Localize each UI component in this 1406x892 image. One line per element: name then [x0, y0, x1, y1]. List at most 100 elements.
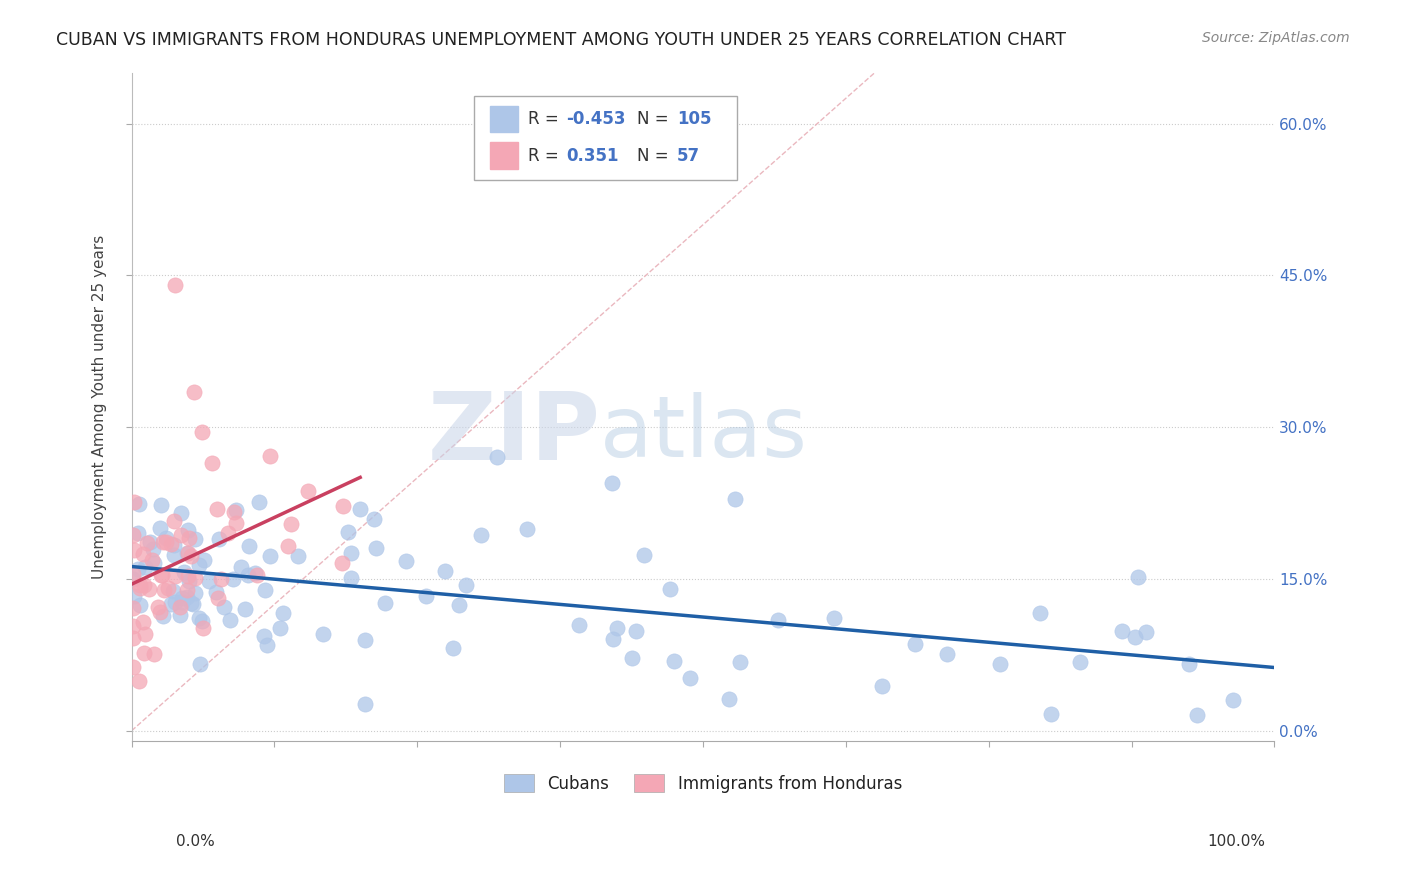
Point	[823, 611, 845, 625]
FancyBboxPatch shape	[491, 106, 517, 132]
Text: 100.0%: 100.0%	[1208, 834, 1265, 849]
Point	[155, 534, 177, 549]
Point	[441, 641, 464, 656]
Point	[152, 535, 174, 549]
Point	[349, 502, 371, 516]
Point	[179, 531, 201, 545]
Legend: Cubans, Immigrants from Honduras: Cubans, Immigrants from Honduras	[498, 768, 908, 799]
Point	[177, 524, 200, 538]
Point	[1123, 630, 1146, 644]
Point	[188, 657, 211, 671]
Point	[633, 548, 655, 562]
Point	[229, 560, 252, 574]
Point	[486, 450, 509, 465]
Point	[217, 525, 239, 540]
Point	[191, 621, 214, 635]
Point	[600, 475, 623, 490]
Point	[332, 499, 354, 513]
Point	[122, 589, 145, 603]
Point	[149, 521, 172, 535]
Point	[198, 574, 221, 588]
FancyBboxPatch shape	[474, 96, 737, 180]
Point	[155, 531, 177, 545]
Point	[121, 631, 143, 645]
Point	[150, 568, 173, 582]
Text: Source: ZipAtlas.com: Source: ZipAtlas.com	[1202, 31, 1350, 45]
Point	[188, 558, 211, 573]
Point	[340, 571, 363, 585]
Point	[354, 697, 377, 711]
Point	[191, 614, 214, 628]
Point	[297, 483, 319, 498]
Point	[121, 659, 143, 673]
Point	[470, 528, 492, 542]
Point	[136, 536, 159, 550]
Point	[433, 564, 456, 578]
Point	[139, 534, 162, 549]
Point	[238, 539, 260, 553]
Point	[259, 450, 281, 464]
Point	[201, 456, 224, 470]
Point	[1126, 569, 1149, 583]
Point	[163, 538, 186, 552]
Point	[121, 527, 143, 541]
Point	[768, 613, 790, 627]
Point	[447, 598, 470, 612]
Point	[162, 584, 184, 599]
Point	[312, 627, 335, 641]
Point	[624, 624, 647, 638]
Point	[366, 541, 388, 555]
Point	[256, 638, 278, 652]
Point	[254, 582, 277, 597]
Point	[259, 549, 281, 564]
Point	[218, 613, 240, 627]
Point	[204, 585, 226, 599]
Point	[374, 596, 396, 610]
Point	[568, 618, 591, 632]
Point	[163, 514, 186, 528]
Point	[169, 506, 191, 520]
Point	[127, 562, 149, 576]
Point	[208, 533, 231, 547]
Point	[516, 522, 538, 536]
Point	[904, 637, 927, 651]
Point	[180, 596, 202, 610]
Point	[222, 572, 245, 586]
Point	[149, 605, 172, 619]
FancyBboxPatch shape	[491, 143, 517, 169]
Point	[170, 591, 193, 605]
Point	[184, 571, 207, 585]
Point	[157, 581, 180, 595]
Point	[870, 679, 893, 693]
Point	[173, 565, 195, 579]
Point	[143, 647, 166, 661]
Point	[224, 505, 246, 519]
Point	[183, 384, 205, 399]
Text: atlas: atlas	[600, 392, 808, 475]
Point	[184, 586, 207, 600]
Point	[1222, 693, 1244, 707]
Text: R =: R =	[529, 147, 569, 165]
Point	[128, 674, 150, 689]
Point	[415, 589, 437, 603]
Text: CUBAN VS IMMIGRANTS FROM HONDURAS UNEMPLOYMENT AMONG YOUTH UNDER 25 YEARS CORREL: CUBAN VS IMMIGRANTS FROM HONDURAS UNEMPL…	[56, 31, 1066, 49]
Point	[212, 599, 235, 614]
Text: 0.0%: 0.0%	[176, 834, 215, 849]
Point	[121, 573, 143, 587]
Point	[456, 578, 478, 592]
Point	[176, 546, 198, 560]
Text: ZIP: ZIP	[427, 388, 600, 480]
Point	[602, 632, 624, 646]
Point	[165, 595, 187, 609]
Point	[134, 626, 156, 640]
Text: R =: R =	[529, 110, 564, 128]
Point	[177, 569, 200, 583]
Point	[176, 590, 198, 604]
Point	[988, 657, 1011, 672]
Point	[169, 608, 191, 623]
Point	[148, 599, 170, 614]
Point	[935, 647, 957, 661]
Point	[273, 606, 295, 620]
Point	[131, 547, 153, 561]
Point	[330, 557, 353, 571]
